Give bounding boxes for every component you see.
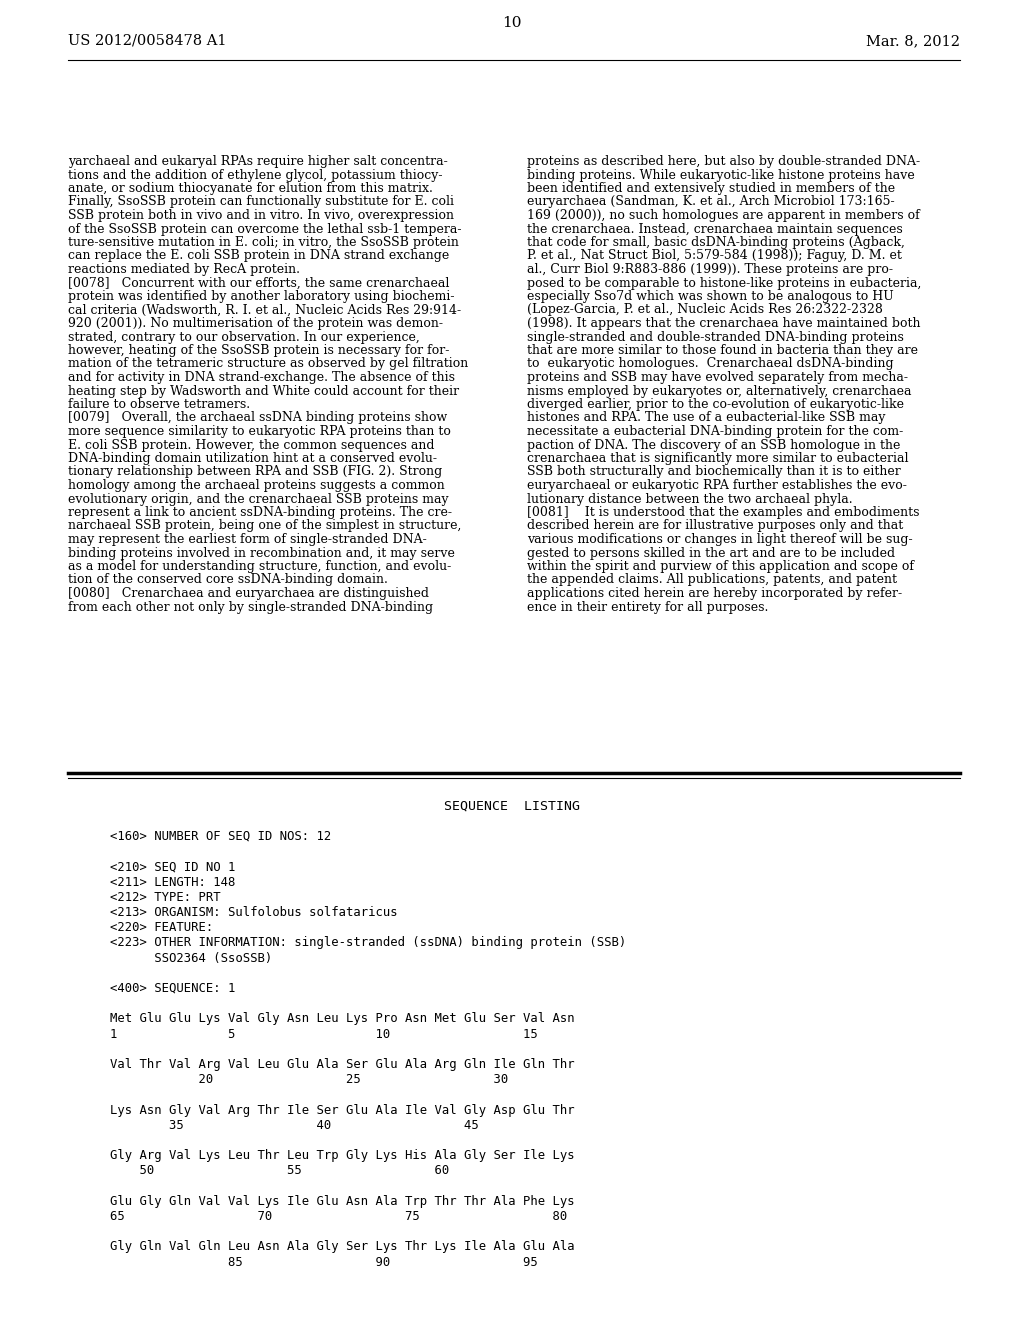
Text: Val Thr Val Arg Val Leu Glu Ala Ser Glu Ala Arg Gln Ile Gln Thr: Val Thr Val Arg Val Leu Glu Ala Ser Glu … <box>110 1059 574 1071</box>
Text: al., Curr Biol 9:R883-886 (1999)). These proteins are pro-: al., Curr Biol 9:R883-886 (1999)). These… <box>527 263 893 276</box>
Text: 20                  25                  30: 20 25 30 <box>110 1073 508 1086</box>
Text: <160> NUMBER OF SEQ ID NOS: 12: <160> NUMBER OF SEQ ID NOS: 12 <box>110 830 331 843</box>
Text: [0078]   Concurrent with our efforts, the same crenarchaeal: [0078] Concurrent with our efforts, the … <box>68 276 450 289</box>
Text: necessitate a eubacterial DNA-binding protein for the com-: necessitate a eubacterial DNA-binding pr… <box>527 425 903 438</box>
Text: nisms employed by eukaryotes or, alternatively, crenarchaea: nisms employed by eukaryotes or, alterna… <box>527 384 911 397</box>
Text: mation of the tetrameric structure as observed by gel filtration: mation of the tetrameric structure as ob… <box>68 358 468 371</box>
Text: lutionary distance between the two archaeal phyla.: lutionary distance between the two archa… <box>527 492 853 506</box>
Text: euryarchaea (Sandman, K. et al., Arch Microbiol 173:165-: euryarchaea (Sandman, K. et al., Arch Mi… <box>527 195 895 209</box>
Text: can replace the E. coli SSB protein in DNA strand exchange: can replace the E. coli SSB protein in D… <box>68 249 450 263</box>
Text: histones and RPA. The use of a eubacterial-like SSB may: histones and RPA. The use of a eubacteri… <box>527 412 886 425</box>
Text: yarchaeal and eukaryal RPAs require higher salt concentra-: yarchaeal and eukaryal RPAs require high… <box>68 154 447 168</box>
Text: Gly Arg Val Lys Leu Thr Leu Trp Gly Lys His Ala Gly Ser Ile Lys: Gly Arg Val Lys Leu Thr Leu Trp Gly Lys … <box>110 1150 574 1162</box>
Text: homology among the archaeal proteins suggests a common: homology among the archaeal proteins sug… <box>68 479 444 492</box>
Text: US 2012/0058478 A1: US 2012/0058478 A1 <box>68 34 226 48</box>
Text: described herein are for illustrative purposes only and that: described herein are for illustrative pu… <box>527 520 903 532</box>
Text: (1998). It appears that the crenarchaea have maintained both: (1998). It appears that the crenarchaea … <box>527 317 921 330</box>
Text: binding proteins involved in recombination and, it may serve: binding proteins involved in recombinati… <box>68 546 455 560</box>
Text: heating step by Wadsworth and White could account for their: heating step by Wadsworth and White coul… <box>68 384 459 397</box>
Text: DNA-binding domain utilization hint at a conserved evolu-: DNA-binding domain utilization hint at a… <box>68 451 437 465</box>
Text: tion of the conserved core ssDNA-binding domain.: tion of the conserved core ssDNA-binding… <box>68 573 388 586</box>
Text: of the SsoSSB protein can overcome the lethal ssb-1 tempera-: of the SsoSSB protein can overcome the l… <box>68 223 462 235</box>
Text: Met Glu Glu Lys Val Gly Asn Leu Lys Pro Asn Met Glu Ser Val Asn: Met Glu Glu Lys Val Gly Asn Leu Lys Pro … <box>110 1012 574 1026</box>
Text: strated, contrary to our observation. In our experience,: strated, contrary to our observation. In… <box>68 330 420 343</box>
Text: paction of DNA. The discovery of an SSB homologue in the: paction of DNA. The discovery of an SSB … <box>527 438 900 451</box>
Text: applications cited herein are hereby incorporated by refer-: applications cited herein are hereby inc… <box>527 587 902 601</box>
Text: represent a link to ancient ssDNA-binding proteins. The cre-: represent a link to ancient ssDNA-bindin… <box>68 506 452 519</box>
Text: Mar. 8, 2012: Mar. 8, 2012 <box>866 34 961 48</box>
Text: <211> LENGTH: 148: <211> LENGTH: 148 <box>110 875 236 888</box>
Text: proteins and SSB may have evolved separately from mecha-: proteins and SSB may have evolved separa… <box>527 371 908 384</box>
Text: [0079]   Overall, the archaeal ssDNA binding proteins show: [0079] Overall, the archaeal ssDNA bindi… <box>68 412 447 425</box>
Text: reactions mediated by RecA protein.: reactions mediated by RecA protein. <box>68 263 300 276</box>
Text: various modifications or changes in light thereof will be sug-: various modifications or changes in ligh… <box>527 533 912 546</box>
Text: proteins as described here, but also by double-stranded DNA-: proteins as described here, but also by … <box>527 154 921 168</box>
Text: <213> ORGANISM: Sulfolobus solfataricus: <213> ORGANISM: Sulfolobus solfataricus <box>110 906 397 919</box>
Text: [0081]    It is understood that the examples and embodiments: [0081] It is understood that the example… <box>527 506 920 519</box>
Text: posed to be comparable to histone-like proteins in eubacteria,: posed to be comparable to histone-like p… <box>527 276 922 289</box>
Text: the appended claims. All publications, patents, and patent: the appended claims. All publications, p… <box>527 573 897 586</box>
Text: SSB both structurally and biochemically than it is to either: SSB both structurally and biochemically … <box>527 466 901 479</box>
Text: 65                  70                  75                  80: 65 70 75 80 <box>110 1210 567 1224</box>
Text: ence in their entirety for all purposes.: ence in their entirety for all purposes. <box>527 601 768 614</box>
Text: as a model for understanding structure, function, and evolu-: as a model for understanding structure, … <box>68 560 452 573</box>
Text: <212> TYPE: PRT: <212> TYPE: PRT <box>110 891 220 904</box>
Text: Glu Gly Gln Val Val Lys Ile Glu Asn Ala Trp Thr Thr Ala Phe Lys: Glu Gly Gln Val Val Lys Ile Glu Asn Ala … <box>110 1195 574 1208</box>
Text: E. coli SSB protein. However, the common sequences and: E. coli SSB protein. However, the common… <box>68 438 434 451</box>
Text: cal criteria (Wadsworth, R. I. et al., Nucleic Acids Res 29:914-: cal criteria (Wadsworth, R. I. et al., N… <box>68 304 461 317</box>
Text: failure to observe tetramers.: failure to observe tetramers. <box>68 399 250 411</box>
Text: protein was identified by another laboratory using biochemi-: protein was identified by another labora… <box>68 290 455 304</box>
Text: to  eukaryotic homologues.  Crenarchaeal dsDNA-binding: to eukaryotic homologues. Crenarchaeal d… <box>527 358 894 371</box>
Text: narchaeal SSB protein, being one of the simplest in structure,: narchaeal SSB protein, being one of the … <box>68 520 462 532</box>
Text: tions and the addition of ethylene glycol, potassium thiocy-: tions and the addition of ethylene glyco… <box>68 169 442 181</box>
Text: from each other not only by single-stranded DNA-binding: from each other not only by single-stran… <box>68 601 433 614</box>
Text: 1               5                   10                  15: 1 5 10 15 <box>110 1027 538 1040</box>
Text: <400> SEQUENCE: 1: <400> SEQUENCE: 1 <box>110 982 236 995</box>
Text: 85                  90                  95: 85 90 95 <box>110 1255 538 1269</box>
Text: however, heating of the SsoSSB protein is necessary for for-: however, heating of the SsoSSB protein i… <box>68 345 450 356</box>
Text: anate, or sodium thiocyanate for elution from this matrix.: anate, or sodium thiocyanate for elution… <box>68 182 433 195</box>
Text: Lys Asn Gly Val Arg Thr Ile Ser Glu Ala Ile Val Gly Asp Glu Thr: Lys Asn Gly Val Arg Thr Ile Ser Glu Ala … <box>110 1104 574 1117</box>
Text: gested to persons skilled in the art and are to be included: gested to persons skilled in the art and… <box>527 546 895 560</box>
Text: especially Sso7d which was shown to be analogous to HU: especially Sso7d which was shown to be a… <box>527 290 894 304</box>
Text: <210> SEQ ID NO 1: <210> SEQ ID NO 1 <box>110 861 236 874</box>
Text: <223> OTHER INFORMATION: single-stranded (ssDNA) binding protein (SSB): <223> OTHER INFORMATION: single-stranded… <box>110 936 627 949</box>
Text: 920 (2001)). No multimerisation of the protein was demon-: 920 (2001)). No multimerisation of the p… <box>68 317 443 330</box>
Text: [0080]   Crenarchaea and euryarchaea are distinguished: [0080] Crenarchaea and euryarchaea are d… <box>68 587 429 601</box>
Text: that are more similar to those found in bacteria than they are: that are more similar to those found in … <box>527 345 918 356</box>
Text: 35                  40                  45: 35 40 45 <box>110 1119 479 1131</box>
Text: 169 (2000)), no such homologues are apparent in members of: 169 (2000)), no such homologues are appa… <box>527 209 920 222</box>
Text: binding proteins. While eukaryotic-like histone proteins have: binding proteins. While eukaryotic-like … <box>527 169 914 181</box>
Text: SSB protein both in vivo and in vitro. In vivo, overexpression: SSB protein both in vivo and in vitro. I… <box>68 209 454 222</box>
Text: and for activity in DNA strand-exchange. The absence of this: and for activity in DNA strand-exchange.… <box>68 371 455 384</box>
Text: Finally, SsoSSB protein can functionally substitute for E. coli: Finally, SsoSSB protein can functionally… <box>68 195 454 209</box>
Text: the crenarchaea. Instead, crenarchaea maintain sequences: the crenarchaea. Instead, crenarchaea ma… <box>527 223 903 235</box>
Text: euryarchaeal or eukaryotic RPA further establishes the evo-: euryarchaeal or eukaryotic RPA further e… <box>527 479 907 492</box>
Text: more sequence similarity to eukaryotic RPA proteins than to: more sequence similarity to eukaryotic R… <box>68 425 451 438</box>
Text: SSO2364 (SsoSSB): SSO2364 (SsoSSB) <box>110 952 272 965</box>
Text: Gly Gln Val Gln Leu Asn Ala Gly Ser Lys Thr Lys Ile Ala Glu Ala: Gly Gln Val Gln Leu Asn Ala Gly Ser Lys … <box>110 1241 574 1254</box>
Text: <220> FEATURE:: <220> FEATURE: <box>110 921 213 935</box>
Text: 50                  55                  60: 50 55 60 <box>110 1164 450 1177</box>
Text: (Lopez-Garcia, P. et al., Nucleic Acids Res 26:2322-2328: (Lopez-Garcia, P. et al., Nucleic Acids … <box>527 304 883 317</box>
Text: ture-sensitive mutation in E. coli; in vitro, the SsoSSB protein: ture-sensitive mutation in E. coli; in v… <box>68 236 459 249</box>
Text: that code for small, basic dsDNA-binding proteins (Agback,: that code for small, basic dsDNA-binding… <box>527 236 905 249</box>
Text: diverged earlier, prior to the co-evolution of eukaryotic-like: diverged earlier, prior to the co-evolut… <box>527 399 904 411</box>
Text: crenarchaea that is significantly more similar to eubacterial: crenarchaea that is significantly more s… <box>527 451 908 465</box>
Text: evolutionary origin, and the crenarchaeal SSB proteins may: evolutionary origin, and the crenarchaea… <box>68 492 449 506</box>
Text: tionary relationship between RPA and SSB (FIG. 2). Strong: tionary relationship between RPA and SSB… <box>68 466 442 479</box>
Text: been identified and extensively studied in members of the: been identified and extensively studied … <box>527 182 895 195</box>
Text: within the spirit and purview of this application and scope of: within the spirit and purview of this ap… <box>527 560 914 573</box>
Text: single-stranded and double-stranded DNA-binding proteins: single-stranded and double-stranded DNA-… <box>527 330 904 343</box>
Text: SEQUENCE  LISTING: SEQUENCE LISTING <box>444 800 580 813</box>
Text: P. et al., Nat Struct Biol, 5:579-584 (1998)); Faguy, D. M. et: P. et al., Nat Struct Biol, 5:579-584 (1… <box>527 249 902 263</box>
Text: may represent the earliest form of single-stranded DNA-: may represent the earliest form of singl… <box>68 533 427 546</box>
Text: 10: 10 <box>502 16 522 30</box>
